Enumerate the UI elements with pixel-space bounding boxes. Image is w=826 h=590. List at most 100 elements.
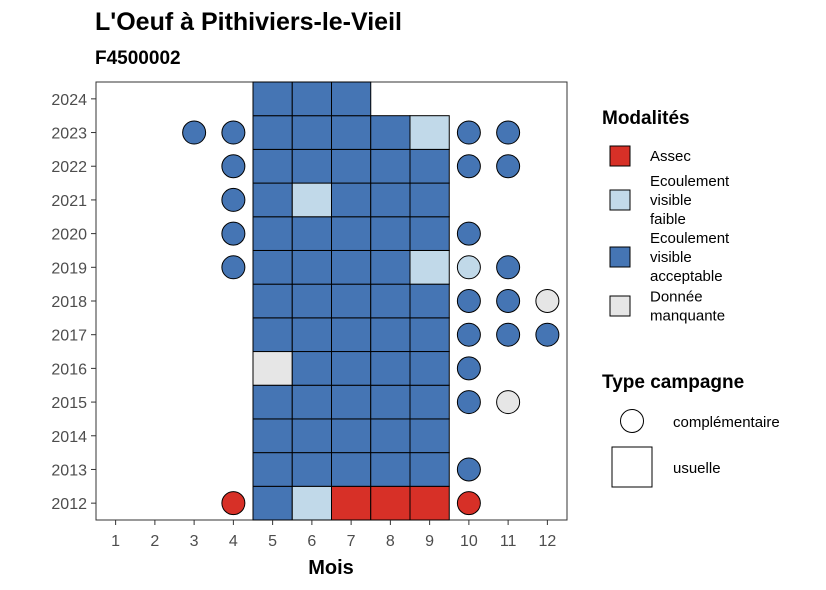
x-tick-label: 10 — [460, 533, 478, 550]
x-tick-label: 11 — [500, 533, 517, 550]
x-tick-label: 4 — [229, 533, 238, 550]
usuelle-cell-2019-6 — [291, 249, 332, 285]
usuelle-cell-2018-8 — [370, 283, 411, 319]
usuelle-cell-2023-5 — [252, 115, 293, 150]
legend-key-assec — [609, 145, 631, 167]
legend-shape-usuelle — [611, 446, 653, 488]
usuelle-cell-2024-5 — [252, 81, 293, 117]
usuelle-cell-2022-6 — [291, 148, 332, 184]
usuelle-cell-2012-9 — [409, 485, 450, 521]
usuelle-cell-2021-8 — [370, 182, 411, 218]
legend-shape-complementaire — [620, 409, 644, 433]
legend-label-acceptable: acceptable — [650, 268, 723, 285]
usuelle-cell-2016-9 — [409, 351, 450, 386]
complementaire-point-2012-10 — [456, 491, 481, 516]
chart-axes: 1 2 3 4 5 6 7 8 9 10 11 122012201320142015201620172… — [51, 92, 556, 550]
usuelle-cell-2015-9 — [409, 384, 450, 420]
usuelle-cell-2024-7 — [331, 81, 372, 117]
usuelle-cell-2018-6 — [291, 283, 332, 319]
legend-label-manquante: manquante — [650, 308, 725, 325]
usuelle-cell-2016-8 — [370, 351, 411, 386]
x-tick-label: 2 — [150, 533, 159, 550]
legend-modalites-title: Modalités — [602, 108, 690, 129]
usuelle-cell-2018-7 — [331, 283, 372, 319]
x-tick-label: 3 — [190, 533, 199, 550]
usuelle-cell-2020-7 — [331, 216, 372, 251]
usuelle-cell-2019-9 — [409, 249, 450, 285]
usuelle-cell-2021-6 — [291, 182, 332, 218]
usuelle-cell-2020-5 — [252, 216, 293, 251]
usuelle-cell-2015-5 — [252, 384, 293, 420]
x-tick-label: 6 — [307, 533, 316, 550]
usuelle-cell-2013-9 — [409, 452, 450, 487]
complementaire-point-2022-11 — [496, 154, 521, 179]
usuelle-cell-2012-8 — [370, 485, 411, 521]
complementaire-point-2018-10 — [456, 289, 481, 313]
legend-label-faible: visible — [650, 192, 692, 209]
legend-key-faible — [609, 189, 631, 211]
legend-label-assec: Assec — [650, 148, 691, 165]
chart-subtitle: F4500002 — [95, 48, 181, 69]
complementaire-point-2023-11 — [496, 120, 521, 145]
y-tick-label: 2015 — [51, 395, 87, 412]
complementaire-point-2023-10 — [456, 120, 481, 145]
usuelle-cell-2016-7 — [331, 351, 372, 386]
usuelle-cell-2012-5 — [252, 485, 293, 521]
y-tick-label: 2018 — [51, 294, 87, 311]
usuelle-cell-2022-8 — [370, 148, 411, 184]
y-tick-label: 2017 — [51, 328, 87, 345]
usuelle-cell-2013-6 — [291, 452, 332, 487]
usuelle-cell-2018-9 — [409, 283, 450, 319]
complementaire-point-2020-4 — [221, 221, 246, 246]
legend-label-faible: Ecoulement — [650, 173, 730, 190]
chart-title: L'Oeuf à Pithiviers-le-Vieil — [95, 8, 402, 36]
legend-label-faible: faible — [650, 211, 686, 228]
usuelle-cell-2018-5 — [252, 283, 293, 319]
complementaire-point-2017-11 — [496, 322, 521, 347]
usuelle-cell-2015-8 — [370, 384, 411, 420]
usuelle-cell-2017-6 — [291, 317, 332, 353]
legend-campagne-title: Type campagne — [602, 372, 744, 393]
complementaire-point-2016-10 — [456, 356, 481, 381]
legend-label-acceptable: visible — [650, 249, 692, 266]
usuelle-cell-2021-9 — [409, 182, 450, 218]
usuelle-cell-2013-5 — [252, 452, 293, 487]
complementaire-point-2017-12 — [535, 322, 560, 347]
usuelle-cell-2020-8 — [370, 216, 411, 251]
y-tick-label: 2021 — [51, 193, 87, 210]
usuelle-cell-2017-9 — [409, 317, 450, 353]
usuelle-cell-2014-6 — [291, 418, 332, 454]
y-tick-label: 2014 — [51, 429, 87, 446]
x-tick-label: 7 — [347, 533, 356, 550]
complementaire-point-2022-4 — [221, 154, 246, 179]
usuelle-cell-2023-7 — [331, 115, 372, 150]
usuelle-cell-2013-8 — [370, 452, 411, 487]
usuelle-cell-2020-9 — [409, 216, 450, 251]
x-tick-label: 1 — [111, 533, 120, 550]
complementaire-point-2015-11 — [496, 390, 521, 415]
usuelle-cell-2024-6 — [291, 81, 332, 117]
usuelle-cell-2022-9 — [409, 148, 450, 184]
legend: Modalités Assec Ecoulement visible faible Eco… — [602, 108, 780, 488]
legend-label-usuelle: usuelle — [673, 460, 721, 477]
x-tick-label: 12 — [538, 533, 556, 550]
y-tick-label: 2023 — [51, 126, 87, 143]
complementaire-point-2021-4 — [221, 187, 246, 212]
usuelle-cell-2012-6 — [291, 485, 332, 521]
complementaire-point-2012-4 — [221, 491, 246, 516]
usuelle-cell-2019-5 — [252, 249, 293, 285]
usuelle-cell-2014-7 — [331, 418, 372, 454]
usuelle-cell-2015-6 — [291, 384, 332, 420]
y-tick-label: 2016 — [51, 361, 87, 378]
usuelle-cell-2016-6 — [291, 351, 332, 386]
usuelle-cell-2019-8 — [370, 249, 411, 285]
usuelle-cell-2022-5 — [252, 148, 293, 184]
chart-marks — [182, 81, 560, 521]
legend-key-manquante — [609, 295, 631, 317]
usuelle-cell-2012-7 — [331, 485, 372, 521]
usuelle-cell-2017-7 — [331, 317, 372, 353]
usuelle-cell-2016-5 — [252, 351, 293, 386]
usuelle-cell-2017-5 — [252, 317, 293, 353]
usuelle-cell-2019-7 — [331, 249, 372, 285]
